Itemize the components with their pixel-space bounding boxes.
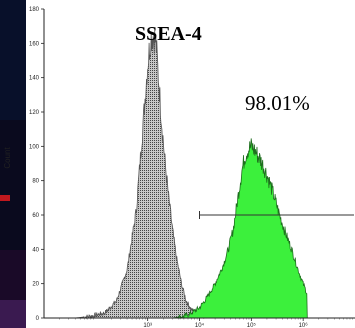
- left-strip-top: [0, 0, 26, 120]
- plot-area: [44, 9, 355, 318]
- gate-percentage-label: 98.01%: [245, 91, 310, 115]
- left-strip-red-mark: [0, 195, 10, 201]
- y-tick-label: 120: [29, 110, 40, 116]
- y-tick-label: 40: [32, 247, 39, 253]
- y-tick-label: 20: [32, 282, 39, 288]
- x-tick-label: 10³: [143, 323, 152, 328]
- chart-title: SSEA-4: [135, 23, 202, 45]
- x-tick-label: 10⁴: [195, 322, 205, 328]
- x-tick-label: 10⁶: [299, 322, 309, 328]
- left-strip-purple: [0, 300, 26, 328]
- y-axis-label: Count: [3, 147, 12, 169]
- y-tick-label: 0: [36, 316, 40, 322]
- y-tick-label: 80: [32, 179, 39, 185]
- y-tick-label: 160: [29, 41, 40, 47]
- y-tick-label: 140: [29, 76, 40, 82]
- histogram-control: [75, 30, 209, 320]
- histogram-stained: [172, 138, 308, 320]
- y-tick-label: 60: [32, 213, 39, 219]
- x-tick-label: 10⁵: [247, 322, 257, 328]
- left-image-strip: [0, 0, 26, 328]
- y-tick-label: 180: [29, 7, 40, 13]
- y-tick-label: 100: [29, 144, 40, 150]
